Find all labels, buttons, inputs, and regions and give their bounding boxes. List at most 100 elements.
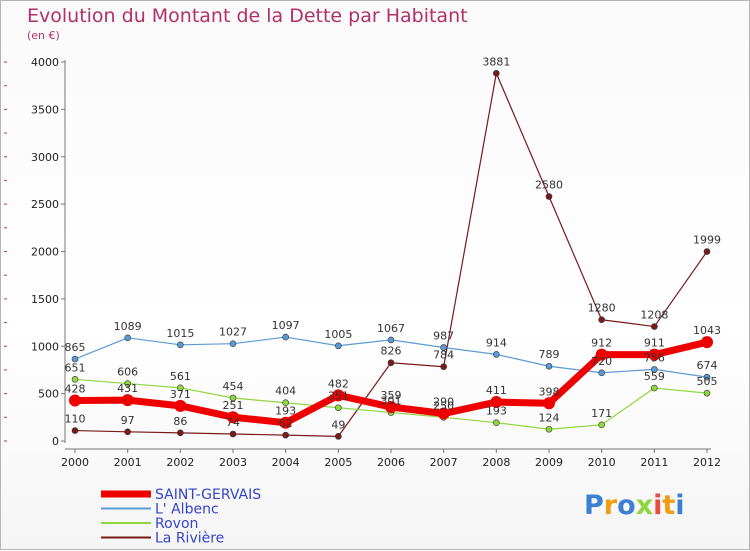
data-label: 62 [279,417,293,430]
data-point [227,411,239,424]
x-tick-label: 2003 [219,456,247,469]
data-point [124,380,131,387]
x-tick-label: 2000 [61,456,89,469]
data-label: 411 [486,384,507,397]
data-point [598,369,605,377]
data-point [701,336,713,349]
x-tick-label: 2004 [272,456,300,469]
chart-subtitle: (en €) [27,29,60,42]
data-label: 3881 [482,55,510,68]
data-point [71,355,79,363]
data-point [545,193,553,200]
data-point [69,394,81,407]
data-label: 351 [328,390,349,403]
data-point [545,425,553,433]
x-tick-label: 2008 [482,456,510,469]
x-tick-label: 2001 [114,456,142,469]
data-label: 561 [170,370,191,383]
data-label: 911 [644,337,665,350]
y-tick-label: 4000 [31,56,59,69]
x-tick-label: 2011 [640,456,668,469]
data-point [598,316,605,324]
x-tick-label: 2009 [535,456,563,469]
data-label: 193 [486,405,507,418]
x-tick-label: 2002 [166,456,194,469]
data-label: 398 [539,385,560,398]
data-point [279,416,292,429]
data-point [177,429,184,437]
data-label: 505 [697,375,718,388]
x-tick-label: 2006 [377,456,405,469]
data-point [598,421,605,429]
data-point [229,430,237,438]
data-label: 193 [275,405,296,418]
data-point [282,399,289,407]
data-point [440,344,447,351]
data-label: 110 [65,413,86,426]
data-label: 431 [117,382,138,395]
data-label: 1089 [114,320,142,333]
data-point [651,323,658,330]
data-point [437,407,450,420]
legend-label: SAINT-GERVAIS [155,487,261,503]
data-label: 651 [65,361,86,374]
data-label: 1005 [324,328,352,341]
data-label: 171 [591,407,612,420]
logo-letter: r [603,490,618,521]
x-tick-label: 2010 [588,456,616,469]
data-point [177,384,184,392]
logo-letter: t [662,490,676,521]
data-label: 359 [381,389,402,402]
data-label: 49 [331,418,345,431]
x-tick-label: 2005 [324,456,352,469]
y-tick-label: 3000 [31,151,59,164]
data-point [121,394,134,407]
data-label: 454 [223,380,244,393]
data-label: 482 [328,377,349,390]
data-point [651,384,658,392]
data-point [493,419,500,427]
data-label: 1067 [377,322,405,335]
data-label: 1027 [219,326,247,339]
data-point [124,428,131,436]
data-label: 124 [539,411,560,424]
data-label: 674 [697,359,718,372]
data-label: 251 [223,399,244,412]
data-point [282,431,289,439]
data-point [335,433,342,440]
data-point [543,397,555,410]
proxiti-logo: Proxiti [584,490,685,521]
chart-title: Evolution du Montant de la Dette par Hab… [27,5,468,27]
logo-letter: o [617,490,636,521]
data-point [648,348,661,361]
data-point [332,389,345,402]
data-point [440,363,447,371]
data-point [335,342,342,350]
data-label: 826 [381,345,402,358]
data-point [493,351,500,358]
data-label: 290 [433,396,454,409]
data-point [174,399,187,412]
logo-letter: x [635,490,654,521]
data-label: 912 [591,337,612,350]
data-point [71,427,79,434]
data-label: 865 [65,341,86,354]
y-tick-label: 2000 [31,246,59,259]
data-label: 1043 [693,324,721,337]
data-point [490,396,503,409]
data-point [545,362,553,370]
data-label: 404 [275,385,296,398]
x-tick-label: 2012 [693,456,721,469]
data-point [387,359,395,367]
data-point [703,389,711,397]
data-point [229,340,237,347]
legend-label: La Rivière [155,531,224,547]
y-tick-label: 0 [52,435,59,448]
data-label: 1097 [272,319,300,332]
data-label: 74 [226,416,240,429]
data-point [651,366,658,373]
data-label: 301 [381,394,402,407]
data-label: 720 [591,355,612,368]
y-tick-label: 1000 [31,340,59,353]
